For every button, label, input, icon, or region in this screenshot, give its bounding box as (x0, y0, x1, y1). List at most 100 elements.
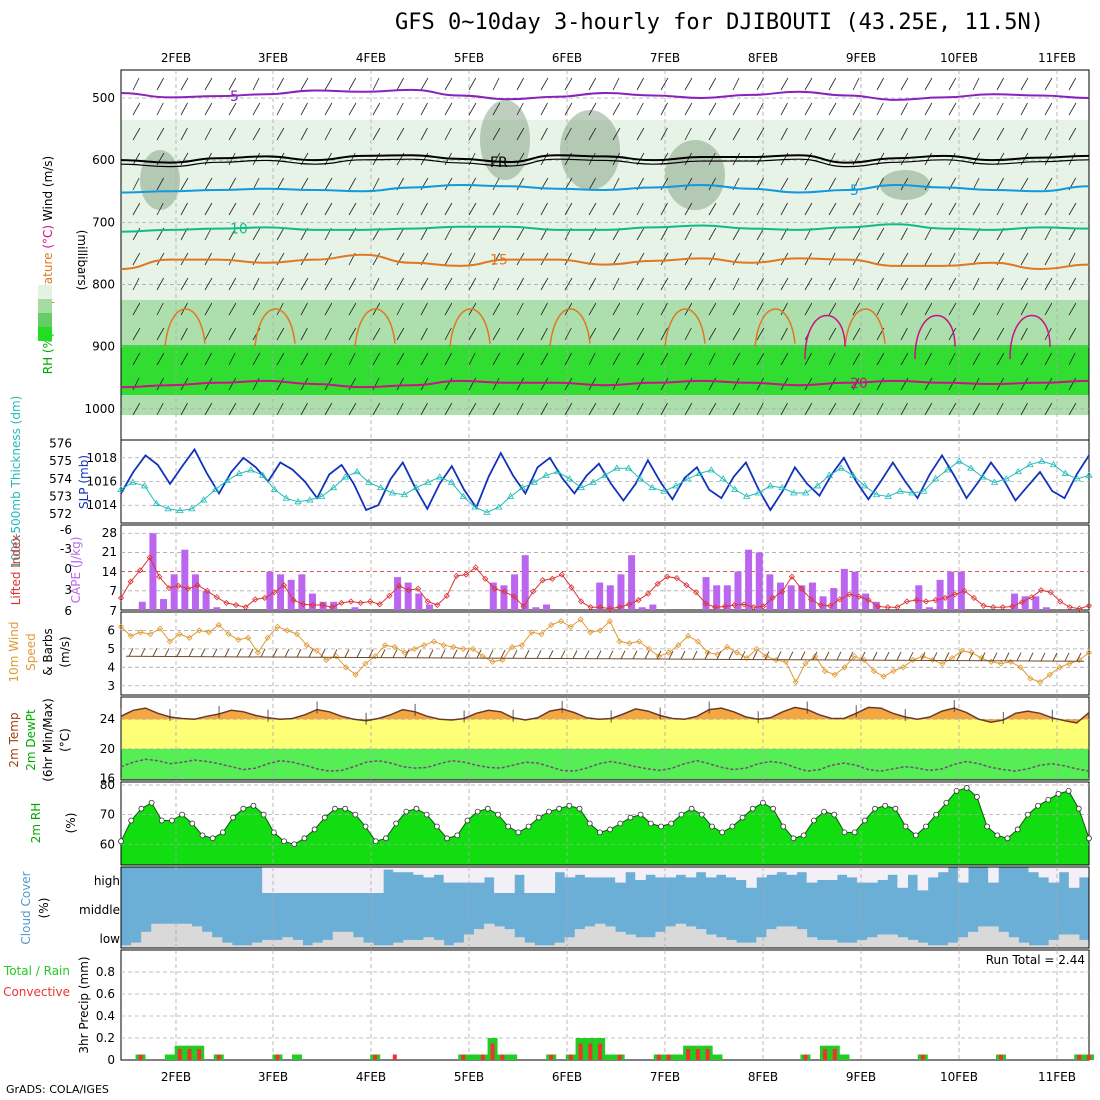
wind-barb (948, 277, 957, 291)
wind-barb (684, 377, 693, 391)
wind-barb (924, 377, 933, 391)
thickness-point (436, 473, 444, 480)
li-point (1057, 598, 1064, 605)
surface-wind-barb (368, 649, 374, 658)
wind-barb (684, 352, 692, 366)
li-point (807, 596, 815, 603)
wind-barb (228, 227, 237, 241)
li-point (462, 571, 470, 578)
wind-barb (1020, 327, 1028, 341)
wind-barb (828, 177, 837, 191)
li-point (1085, 602, 1093, 609)
rh2m-point (250, 802, 257, 809)
cloud-low-bar (453, 942, 465, 948)
wind-barb (804, 77, 813, 91)
wind-barb (924, 302, 933, 316)
wind-barb (204, 227, 212, 241)
wind-barb (516, 402, 524, 416)
wind-barb (540, 352, 549, 366)
cloud-low-bar (423, 937, 435, 948)
li-point (165, 584, 172, 592)
thickness-point (931, 475, 940, 482)
wind-barb (708, 352, 716, 366)
li-tick: 0 (64, 562, 72, 576)
cloud-low-bar (181, 923, 193, 948)
wind-barb (948, 352, 956, 366)
precip-tick: 0.6 (96, 987, 115, 1001)
wind-barb (828, 352, 836, 366)
wind-barb (468, 102, 477, 116)
precip-total-label: Total / Rain (3, 964, 70, 978)
surface-wind-barb (452, 649, 458, 659)
wind-barb (324, 302, 333, 316)
cape-bar (862, 593, 870, 610)
precip-total-bar (673, 1054, 684, 1060)
cloud-low-bar (252, 942, 263, 948)
cloud-high-bar (756, 867, 767, 878)
wind-barb (684, 327, 692, 341)
wind-barb (996, 402, 1004, 416)
cloud-low-bar (1078, 939, 1090, 948)
rh2m-point (566, 802, 573, 809)
wind-barb (684, 202, 693, 216)
rh-shading (121, 345, 1089, 395)
wind-point (284, 627, 291, 634)
cloud-high-bar (403, 867, 414, 873)
wind-barb (420, 352, 429, 366)
cloud-low-bar (231, 945, 243, 948)
isotherm-label: FR (490, 155, 508, 171)
wind-barb (396, 277, 404, 291)
li-point (740, 601, 748, 608)
date-label-top: 5FEB (454, 51, 484, 65)
precip-conv-bar (578, 1043, 583, 1060)
wind-barb (132, 127, 141, 141)
cape-bar (851, 571, 859, 610)
wind-barb (444, 377, 453, 391)
li-point (865, 597, 872, 604)
wind-barb (732, 227, 741, 241)
cloud-high-bar (705, 867, 717, 878)
rh-high-region (560, 110, 620, 190)
slp-line (120, 447, 1090, 512)
wind-barb (852, 252, 861, 266)
cloud-low-bar (1038, 945, 1050, 948)
wind-barb (1020, 352, 1029, 366)
cloud-high-bar (746, 867, 757, 888)
wind-barb (780, 177, 789, 191)
cloud-low-bar (524, 942, 535, 948)
thickness-point (695, 469, 704, 476)
thickness-point (152, 499, 161, 506)
wind-barb (420, 102, 428, 116)
thickness-point (388, 489, 397, 496)
li-point (386, 592, 393, 599)
cloud-high-bar (443, 867, 455, 883)
cloud-high-bar (1058, 867, 1070, 873)
wind-barb (948, 102, 957, 116)
cloud-low-bar (393, 942, 404, 948)
wind-barb (540, 377, 549, 391)
cape-tick: 28 (102, 526, 117, 540)
thickness-point (683, 475, 692, 482)
wind-barb (684, 277, 693, 291)
wind-barb (468, 327, 477, 341)
cloud-low-bar (786, 926, 798, 948)
wind-barb (1044, 302, 1053, 316)
wind-barb (588, 152, 596, 166)
wind-ylabel-part: (m/s) (58, 636, 72, 667)
cloud-high-bar (1068, 867, 1080, 888)
surface-wind-barb (764, 651, 770, 660)
surface-wind-barb (164, 648, 170, 657)
thickness-point (117, 485, 125, 492)
wind-barb (900, 252, 909, 266)
isotherm-line (120, 184, 1090, 194)
isotherm-label: 5 (230, 89, 239, 105)
wind-barb (684, 152, 692, 166)
cloud-low-bar (927, 945, 939, 948)
li-point (453, 572, 460, 580)
wind-barb (276, 327, 285, 341)
pressure-tick: 1000 (84, 402, 115, 416)
cloud-high-bar (373, 867, 384, 893)
cloud-low-bar (141, 931, 152, 948)
wind-barb (924, 277, 933, 291)
wind-barb (204, 327, 212, 341)
